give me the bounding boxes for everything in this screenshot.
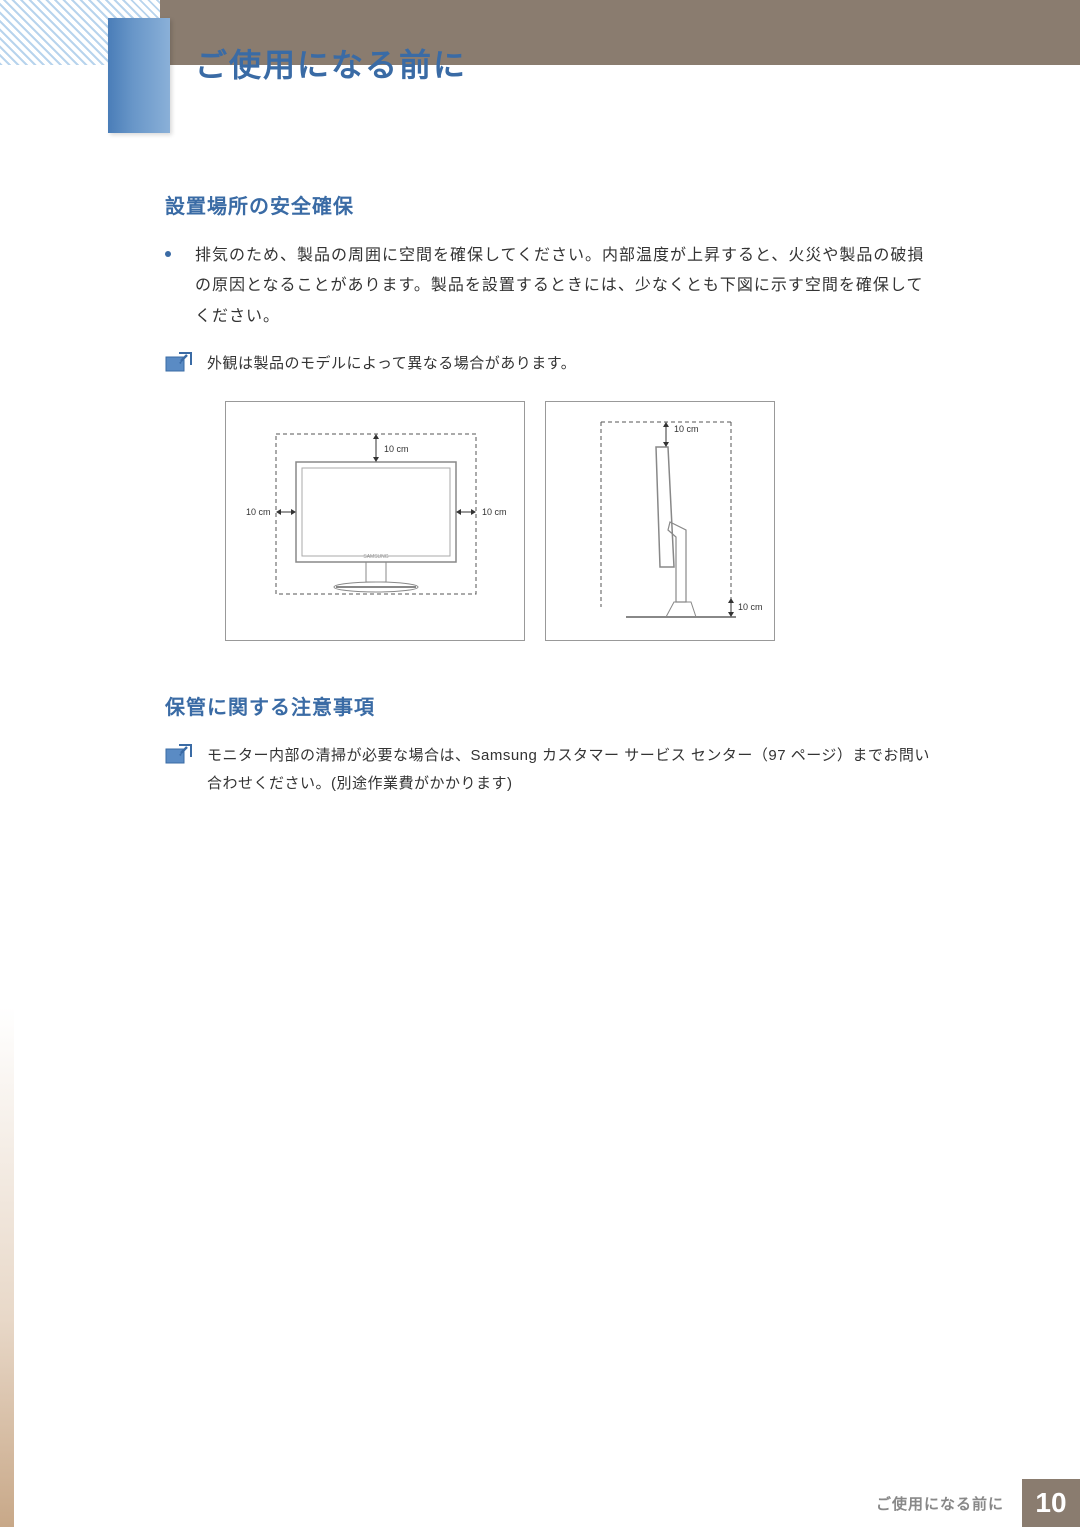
diagram-front-view: 10 cm 10 cm 10 cm SAMSUNG (225, 401, 525, 641)
diagram-side-view: 10 cm 10 cm (545, 401, 775, 641)
side-dim-bottom: 10 cm (738, 602, 763, 612)
side-dim-top: 10 cm (674, 424, 699, 434)
dim-label-top: 10 cm (384, 444, 409, 454)
section-heading-1: 設置場所の安全確保 (165, 190, 935, 219)
note-icon (165, 743, 193, 765)
page-footer: ご使用になる前に 10 (0, 1479, 1080, 1527)
section-2: 保管に関する注意事項 モニター内部の清掃が必要な場合は、Samsung カスタマ… (165, 691, 935, 799)
bullet-dot-icon (165, 251, 171, 257)
svg-text:SAMSUNG: SAMSUNG (363, 554, 388, 560)
dim-label-left: 10 cm (246, 507, 271, 517)
clearance-diagrams: 10 cm 10 cm 10 cm SAMSUNG (225, 401, 935, 641)
bullet-item: 排気のため、製品の周囲に空間を確保してください。内部温度が上昇すると、火災や製品… (165, 241, 935, 332)
section-heading-2: 保管に関する注意事項 (165, 691, 935, 720)
left-edge-decoration (0, 1007, 14, 1527)
dim-label-right: 10 cm (482, 507, 507, 517)
note-item: モニター内部の清掃が必要な場合は、Samsung カスタマー サービス センター… (165, 742, 935, 799)
note-icon (165, 351, 193, 373)
chapter-tab (108, 18, 170, 133)
content-area: 設置場所の安全確保 排気のため、製品の周囲に空間を確保してください。内部温度が上… (165, 190, 935, 821)
note-item: 外観は製品のモデルによって異なる場合があります。 (165, 350, 935, 379)
footer-page-number: 10 (1022, 1479, 1080, 1527)
bullet-text: 排気のため、製品の周囲に空間を確保してください。内部温度が上昇すると、火災や製品… (195, 241, 935, 332)
note-text: モニター内部の清掃が必要な場合は、Samsung カスタマー サービス センター… (207, 742, 935, 799)
page-title: ご使用になる前に (195, 40, 467, 86)
note-text: 外観は製品のモデルによって異なる場合があります。 (207, 350, 576, 379)
footer-chapter-label: ご使用になる前に (876, 1493, 1004, 1514)
